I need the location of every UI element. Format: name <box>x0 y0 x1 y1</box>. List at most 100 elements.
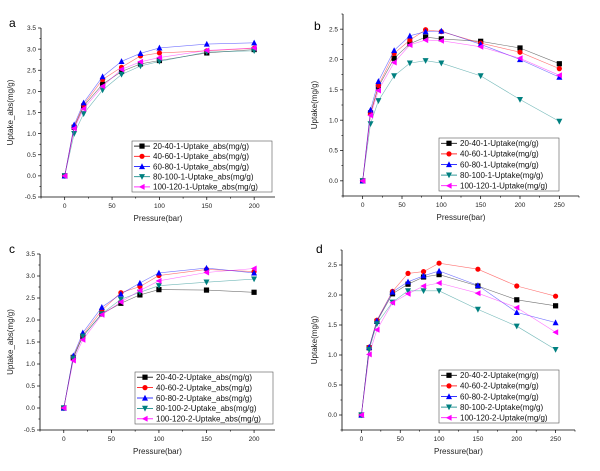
y-tick-label: 1.0 <box>27 131 36 138</box>
data-point <box>475 266 481 272</box>
data-point <box>203 264 210 271</box>
data-point <box>423 34 429 40</box>
legend-label: 40-60-2-Uptake(mg/g) <box>460 382 539 391</box>
data-point <box>373 321 380 327</box>
y-tick-label: 1.0 <box>328 352 337 359</box>
chart-panel-b: b 0.0 0.5 1.0 1.5 2.0 2.5 0 50 100 150 200 250 Pressu… <box>310 13 580 222</box>
data-point <box>420 269 427 275</box>
legend-item: 100-120-2-Uptake_abs(mg/g) <box>137 415 261 424</box>
data-point <box>251 269 258 276</box>
legend-label: 100-120-2-Uptake_abs(mg/g) <box>156 415 261 424</box>
legend-label: 20-40-1-Uptake_abs(mg/g) <box>153 142 249 151</box>
legend-label: 60-80-1-Uptake_abs(mg/g) <box>153 162 249 171</box>
legend-item: 40-60-2-Uptake(mg/g) <box>441 382 539 391</box>
legend-item: 100-120-2-Uptake(mg/g) <box>441 414 548 423</box>
data-point <box>477 43 484 50</box>
data-point <box>389 288 396 295</box>
y-tick-label: 3.0 <box>27 46 36 53</box>
y-tick-label: 0.0 <box>329 178 338 185</box>
x-tick-label: 0 <box>62 436 66 443</box>
legend-label: 100-120-2-Uptake(mg/g) <box>460 414 548 423</box>
data-point <box>422 58 429 64</box>
data-point <box>156 58 163 65</box>
series-3 <box>61 39 258 179</box>
y-tick-label: 3.5 <box>27 25 36 32</box>
x-tick-label: 0 <box>360 436 364 443</box>
data-point <box>420 283 427 289</box>
data-point <box>136 279 143 286</box>
y-tick-label: 1.0 <box>26 361 35 368</box>
legend-label: 80-100-2-Uptake(mg/g) <box>460 403 543 412</box>
panel-letter: b <box>314 19 321 33</box>
data-point <box>552 293 559 299</box>
data-point <box>117 296 124 303</box>
legend-marker <box>446 172 452 179</box>
panel-letter: c <box>9 242 15 256</box>
legend-marker <box>142 385 148 391</box>
legend-marker <box>142 394 148 401</box>
y-tick-label: 0.0 <box>27 173 36 180</box>
legend: 20-40-2-Uptake(mg/g) 40-60-2-Uptake(mg/g)… <box>438 369 560 424</box>
data-point <box>70 357 76 364</box>
x-tick-label: 50 <box>108 436 116 443</box>
data-point <box>517 96 523 103</box>
data-point <box>390 59 397 66</box>
data-point <box>118 66 125 73</box>
chart-panel-d: d 0.0 0.5 1.0 1.5 2.0 2.5 0 50 100 150 200 250 Pressu… <box>310 242 576 456</box>
y-tick-label: 1.5 <box>26 339 35 346</box>
data-point <box>80 105 87 112</box>
legend-label: 60-80-1-Uptake(mg/g) <box>460 160 539 169</box>
data-point <box>359 177 366 184</box>
data-point <box>422 28 429 35</box>
legend: 20-40-2-Uptake_abs(mg/g)40-60-2-Uptake_a… <box>134 371 274 425</box>
legend-label: 60-80-2-Uptake_abs(mg/g) <box>156 394 252 403</box>
legend: 20-40-1-Uptake(mg/g) 40-60-1-Uptake(mg/g)… <box>438 137 560 192</box>
data-point <box>514 297 520 303</box>
series-line <box>362 39 560 181</box>
data-point <box>251 276 258 283</box>
data-point <box>118 58 125 64</box>
x-tick-label: 50 <box>397 436 405 443</box>
data-point <box>375 87 381 94</box>
data-point <box>405 278 412 285</box>
data-point <box>99 87 106 94</box>
data-point <box>436 267 443 274</box>
legend-box <box>134 371 274 425</box>
legend-label: 40-60-2-Uptake_abs(mg/g) <box>156 383 252 392</box>
legend-item: 20-40-2-Uptake(mg/g) <box>441 371 539 380</box>
legend-marker <box>446 393 452 400</box>
legend-marker <box>142 374 148 380</box>
data-point <box>406 41 413 48</box>
x-tick-label: 0 <box>361 202 365 209</box>
data-point <box>436 288 443 294</box>
legend-item: 80-100-1-Uptake_abs(mg/g) <box>134 173 254 182</box>
x-tick-label: 100 <box>154 203 165 210</box>
x-tick-label: 200 <box>511 436 522 443</box>
data-point <box>251 289 257 295</box>
x-axis-title: Pressure(bar) <box>133 447 182 456</box>
data-point <box>435 280 442 286</box>
legend-item: 60-80-2-Uptake_abs(mg/g) <box>137 394 252 403</box>
x-tick-label: 150 <box>472 436 483 443</box>
x-tick-label: 250 <box>550 436 561 443</box>
data-point <box>98 311 105 318</box>
series-3 <box>60 264 258 411</box>
data-point <box>155 283 162 289</box>
x-tick-label: 50 <box>398 202 406 209</box>
data-point <box>79 336 86 343</box>
data-point <box>513 323 520 330</box>
y-tick-label: 3.5 <box>26 251 35 258</box>
legend-marker <box>446 383 452 389</box>
legend-marker <box>138 183 145 190</box>
legend-box <box>438 369 560 424</box>
legend-marker <box>139 163 145 170</box>
data-point <box>156 287 162 293</box>
data-point <box>137 58 144 65</box>
legend: 20-40-1-Uptake_abs(mg/g)40-60-1-Uptake_a… <box>131 140 273 193</box>
legend-item: 100-120-1-Uptake(mg/g) <box>441 182 548 191</box>
data-point <box>556 66 562 72</box>
x-tick-label: 250 <box>554 202 565 209</box>
legend-item: 60-80-2-Uptake(mg/g) <box>441 392 539 401</box>
legend-marker <box>446 140 452 146</box>
data-point <box>406 32 413 39</box>
